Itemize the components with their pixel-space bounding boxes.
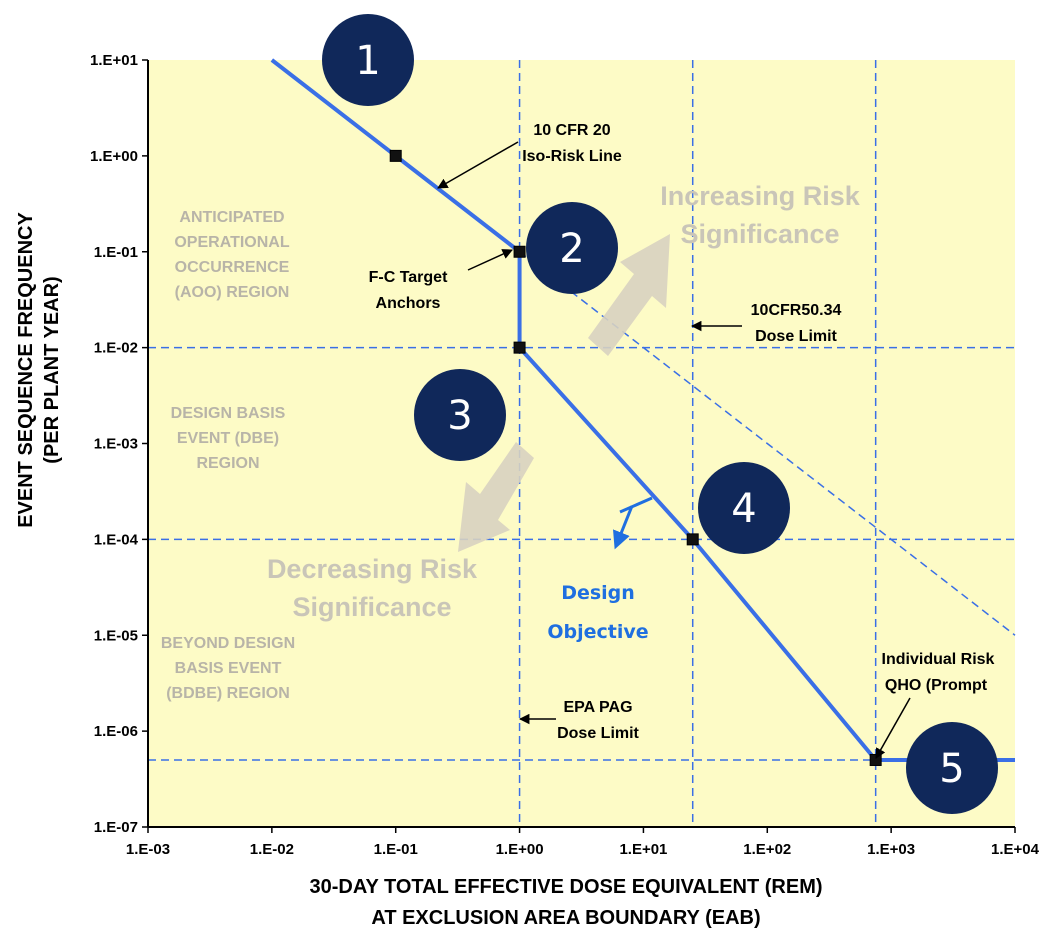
anchor-point	[686, 533, 699, 546]
design-objective-tick	[619, 496, 653, 514]
marker-circle	[322, 14, 414, 106]
design-objective-line2: Objective	[547, 621, 648, 643]
anchor-point	[869, 753, 882, 766]
plot-area	[148, 60, 1015, 827]
x-tick-label: 1.E-03	[126, 841, 170, 858]
marker-number: 4	[731, 486, 756, 532]
region-label-line: BEYOND DESIGN	[161, 635, 295, 652]
marker-4: 4	[698, 462, 790, 554]
region-label-line: OCCURRENCE	[175, 259, 290, 276]
y-tick-label: 1.E-07	[94, 819, 138, 836]
decreasing-risk-line1: Decreasing Risk	[267, 554, 478, 584]
anchor-point	[513, 245, 526, 258]
x-tick-label: 1.E+03	[867, 841, 915, 858]
marker-2: 2	[526, 202, 618, 294]
marker-number: 2	[559, 226, 584, 272]
design-objective-arrow	[612, 505, 634, 550]
marker-circle	[414, 369, 506, 461]
region-label-line: REGION	[196, 455, 259, 472]
y-tick-label: 1.E-03	[94, 436, 138, 453]
increasing-risk-line1: Increasing Risk	[660, 181, 861, 211]
x-axis-title-line1: 30-DAY TOTAL EFFECTIVE DOSE EQUIVALENT (…	[309, 876, 822, 898]
iso-risk-pointer	[437, 141, 519, 189]
y-tick-label: 1.E-01	[94, 244, 138, 261]
y-tick-label: 1.E-05	[94, 627, 138, 644]
dose-limit-5034-line1: 10CFR50.34	[751, 302, 842, 319]
iso-risk-extension-line	[519, 251, 1016, 636]
risk-arrows	[458, 234, 670, 552]
region-label-line: (AOO) REGION	[175, 284, 290, 301]
region-label-line: EVENT (DBE)	[177, 430, 279, 447]
region-aoo: ANTICIPATED OPERATIONAL OCCURRENCE (AOO)…	[174, 209, 289, 301]
marker-circle	[906, 722, 998, 814]
iso-risk-label-line1: 10 CFR 20	[533, 122, 610, 139]
decreasing-risk-line2: Significance	[292, 592, 451, 622]
marker-circle	[526, 202, 618, 294]
decreasing-risk-arrow	[458, 442, 534, 552]
qho-pointer	[875, 697, 911, 759]
region-label-line: OPERATIONAL	[174, 234, 289, 251]
y-axis-title-line1: EVENT SEQUENCE FREQUENCY	[15, 212, 37, 528]
x-tick-label: 1.E-01	[374, 841, 418, 858]
marker-number: 1	[355, 38, 380, 84]
region-dbe: DESIGN BASIS EVENT (DBE) REGION	[171, 405, 286, 472]
marker-circle	[698, 462, 790, 554]
dose-limit-5034-line2: Dose Limit	[755, 328, 837, 345]
fc-anchors-label-line2: Anchors	[376, 295, 441, 312]
qho-label-line1: Individual Risk	[882, 651, 995, 668]
epa-pag-line1: EPA PAG	[563, 699, 632, 716]
x-tick-label: 1.E+00	[496, 841, 544, 858]
region-bdbe: BEYOND DESIGN BASIS EVENT (BDBE) REGION	[161, 635, 295, 702]
y-tick-label: 1.E+00	[90, 148, 138, 165]
marker-number: 5	[939, 746, 964, 792]
x-tick-label: 1.E+02	[743, 841, 791, 858]
increasing-risk-arrow	[588, 234, 670, 356]
anchor-point	[389, 149, 402, 162]
region-label-line: DESIGN BASIS	[171, 405, 286, 422]
x-tick-label: 1.E-02	[250, 841, 294, 858]
fc-anchors-label-line1: F-C Target	[369, 269, 448, 286]
x-tick-label: 1.E+01	[619, 841, 667, 858]
anchor-points	[389, 149, 882, 766]
design-objective-line1: Design	[561, 582, 635, 604]
region-label-line: ANTICIPATED	[179, 209, 284, 226]
y-tick-label: 1.E-04	[94, 531, 139, 548]
y-tick-label: 1.E-06	[94, 723, 138, 740]
marker-5: 5	[906, 722, 998, 814]
marker-number: 3	[447, 393, 472, 439]
y-tick-label: 1.E-02	[94, 340, 138, 357]
marker-3: 3	[414, 369, 506, 461]
marker-1: 1	[322, 14, 414, 106]
y-axis-title-line2: (PER PLANT YEAR)	[41, 276, 63, 463]
ticks: 1.E-03 1.E-02 1.E-01 1.E+00 1.E+01 1.E+02 1.E+…	[90, 52, 1040, 858]
y-tick-label: 1.E+01	[90, 52, 138, 69]
x-tick-label: 1.E+04	[991, 841, 1040, 858]
epa-pag-line2: Dose Limit	[557, 725, 639, 742]
increasing-risk-line2: Significance	[680, 219, 839, 249]
fc-anchors-pointer	[467, 249, 513, 271]
anchor-point	[513, 341, 526, 354]
reference-lines	[148, 60, 1016, 827]
iso-risk-label-line2: Iso-Risk Line	[522, 148, 622, 165]
qho-label-line2: QHO (Prompt	[885, 677, 988, 694]
region-label-line: (BDBE) REGION	[166, 685, 290, 702]
region-label-line: BASIS EVENT	[175, 660, 282, 677]
x-axis-title-line2: AT EXCLUSION AREA BOUNDARY (EAB)	[371, 907, 760, 929]
